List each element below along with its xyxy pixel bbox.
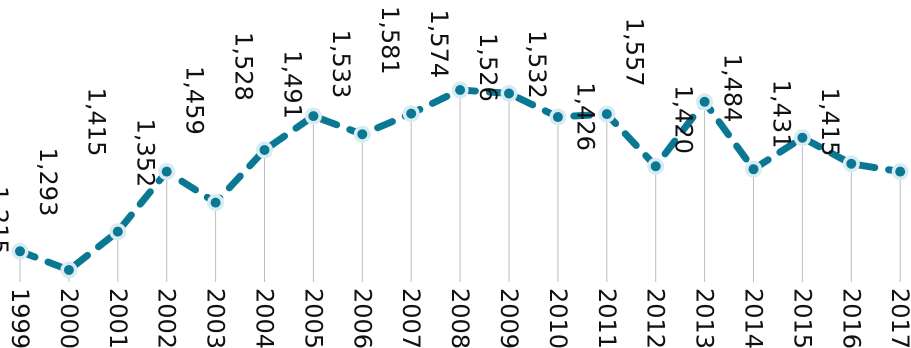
x-tick-label: 2013 [691, 288, 719, 348]
data-point [308, 111, 319, 122]
x-tick-label: 2016 [837, 288, 865, 348]
data-point [406, 108, 417, 119]
x-tick-label: 2008 [446, 288, 474, 348]
data-point [455, 85, 466, 95]
x-tick-label: 2006 [348, 288, 376, 348]
x-tick-label: 1999 [6, 288, 34, 348]
data-point [161, 166, 172, 177]
x-tick-label: 2009 [495, 288, 523, 348]
data-label: 1,533 [327, 30, 355, 99]
x-tick-label: 2001 [104, 288, 132, 348]
data-label: 1,293 [34, 148, 62, 217]
data-label: 1,484 [718, 54, 746, 123]
data-point [259, 145, 270, 155]
data-label: 1,215 [0, 186, 13, 255]
x-tick-label: 2007 [397, 288, 425, 348]
x-tick-label: 2004 [251, 288, 279, 348]
data-point [748, 164, 759, 175]
data-point [895, 166, 906, 177]
data-point [504, 88, 514, 99]
data-point [210, 197, 221, 208]
data-point [699, 96, 710, 107]
data-point [846, 158, 857, 169]
x-tick-label: 2015 [788, 288, 816, 348]
x-tick-label: 2011 [593, 288, 621, 348]
data-label: 1,415 [83, 88, 111, 157]
data-point [601, 109, 612, 120]
data-point [112, 226, 123, 237]
drop-lines [19, 98, 901, 282]
data-points [11, 81, 909, 279]
data-point [650, 161, 661, 172]
data-label: 1,528 [229, 32, 257, 101]
data-label: 1,431 [767, 80, 795, 149]
x-tick-label: 2012 [642, 288, 670, 348]
data-point [15, 246, 25, 257]
data-label: 1,581 [376, 6, 404, 75]
x-axis-tick-labels: 1999 2000 2001 2002 2003 2004 2005 2006 2007 2008… [6, 288, 911, 348]
x-tick-label: 2010 [544, 288, 572, 348]
data-label: 1,420 [670, 85, 698, 154]
data-label: 1,532 [523, 30, 551, 99]
data-point [797, 132, 808, 143]
data-label: 1,415 [816, 88, 844, 157]
x-tick-label: 2005 [299, 288, 327, 348]
data-label: 1,574 [425, 9, 453, 78]
data-label: 1,526 [474, 33, 502, 102]
data-label: 1,557 [621, 18, 649, 87]
data-point [357, 129, 368, 140]
x-tick-label: 2002 [153, 288, 181, 348]
data-label: 1,459 [181, 66, 209, 135]
data-label: 1,426 [572, 82, 600, 151]
data-labels: 1,2531,2151,2931,4151,3521,4591,5281,491… [0, 6, 844, 255]
data-label: 1,352 [132, 119, 160, 188]
x-tick-label: 2014 [740, 288, 768, 348]
data-point [63, 265, 74, 275]
x-tick-label: 2017 [886, 288, 911, 348]
data-point [552, 112, 563, 123]
x-tick-label: 2003 [202, 288, 230, 348]
x-tick-label: 2000 [55, 288, 83, 348]
data-label: 1,491 [278, 50, 306, 119]
